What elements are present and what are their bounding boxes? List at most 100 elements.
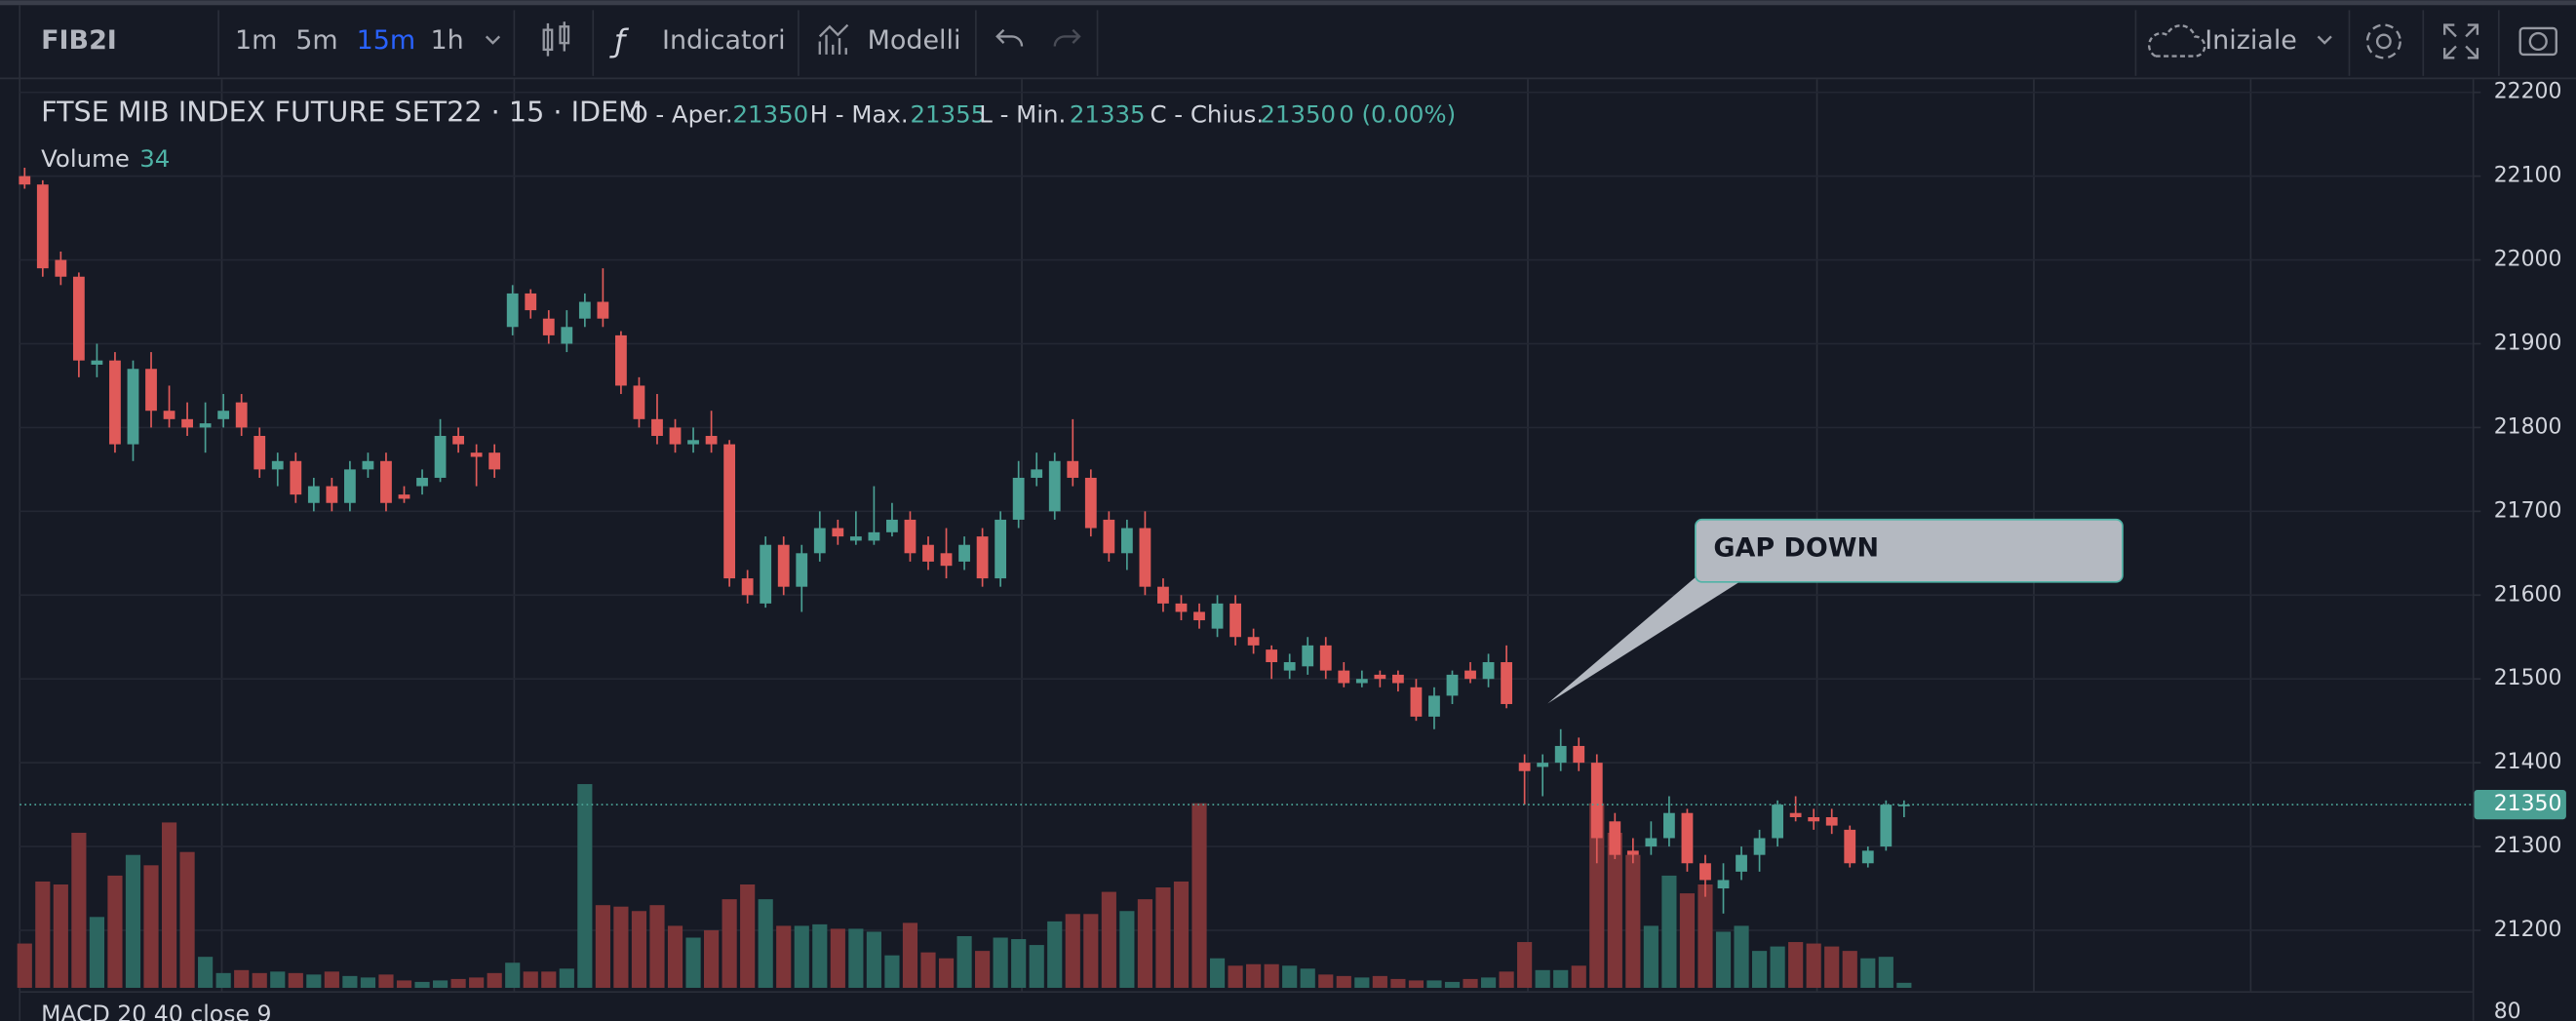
volume-bar bbox=[215, 972, 231, 988]
candle-body bbox=[506, 293, 519, 328]
redo-button[interactable] bbox=[1053, 28, 1081, 47]
candle-body bbox=[976, 536, 989, 579]
volume-bar bbox=[1173, 881, 1190, 988]
y-tick-label: 21900 bbox=[2494, 331, 2562, 355]
volume-bar bbox=[1354, 977, 1370, 988]
volume-bar bbox=[505, 962, 521, 988]
interval-dropdown[interactable] bbox=[485, 35, 501, 45]
candle-body bbox=[723, 444, 736, 579]
top-border bbox=[0, 0, 2576, 6]
volume-bar bbox=[360, 977, 376, 988]
candle-body bbox=[1681, 812, 1694, 864]
y-tick-label: 21700 bbox=[2494, 498, 2562, 523]
candle-body bbox=[452, 436, 464, 445]
candle-body bbox=[1084, 477, 1097, 529]
last-price-badge bbox=[2474, 789, 2566, 820]
volume-bar bbox=[1336, 975, 1351, 988]
candle-body bbox=[1554, 745, 1567, 764]
volume-bar bbox=[902, 923, 918, 988]
layout-dropdown[interactable] bbox=[2317, 35, 2332, 45]
volume-bar bbox=[1806, 943, 1821, 988]
volume-bar bbox=[1047, 921, 1063, 988]
indicators-button[interactable]: Indicatori bbox=[662, 25, 786, 56]
symbol[interactable]: FIB2I bbox=[41, 25, 117, 56]
volume-bar bbox=[1155, 887, 1171, 988]
fx-icon[interactable]: ƒ bbox=[608, 22, 629, 59]
fullscreen-button[interactable] bbox=[2443, 23, 2479, 59]
volume-bar bbox=[794, 925, 809, 988]
interval-button[interactable]: 15m bbox=[357, 25, 416, 56]
volume-bar bbox=[830, 928, 845, 988]
candle-body bbox=[796, 553, 808, 587]
interval-button[interactable]: 1h bbox=[430, 25, 463, 56]
candle-body bbox=[886, 519, 898, 532]
layout-button[interactable]: Iniziale bbox=[2205, 25, 2297, 56]
cloud-icon[interactable] bbox=[2147, 24, 2206, 58]
volume-bar bbox=[1589, 803, 1605, 988]
volume-bar bbox=[1463, 978, 1478, 988]
plot bbox=[17, 91, 2473, 988]
settings-button[interactable] bbox=[2365, 23, 2401, 59]
candle-body bbox=[1338, 670, 1350, 684]
legend-low-label: L - Min. bbox=[979, 99, 1066, 128]
interval-button[interactable]: 5m bbox=[295, 25, 337, 56]
candle-body bbox=[1699, 863, 1711, 881]
candle-body bbox=[561, 327, 573, 344]
volume-bar bbox=[1101, 891, 1116, 988]
volume-bar bbox=[920, 952, 936, 988]
legend-close-label: C - Chius. bbox=[1150, 99, 1264, 128]
candle-body bbox=[1772, 805, 1784, 839]
volume-bar bbox=[161, 822, 177, 988]
volume-bar bbox=[1191, 803, 1207, 988]
volume-bar bbox=[1770, 946, 1785, 988]
candle-body bbox=[1808, 816, 1820, 822]
y-tick-label: 21400 bbox=[2494, 750, 2562, 774]
callout-text: GAP DOWN bbox=[1713, 533, 1879, 564]
volume-bar bbox=[1065, 914, 1080, 988]
undo-button[interactable] bbox=[995, 28, 1024, 47]
volume-bar bbox=[1408, 980, 1425, 988]
volume-bar bbox=[1444, 981, 1461, 988]
candle-body bbox=[416, 477, 428, 487]
volume-bar bbox=[487, 972, 502, 988]
volume-bar bbox=[198, 957, 214, 988]
volume-bar bbox=[631, 911, 647, 988]
candle-body bbox=[1157, 586, 1169, 604]
volume-bar bbox=[270, 971, 286, 988]
candle-body bbox=[72, 276, 85, 361]
candle-body bbox=[1391, 674, 1404, 684]
candle-body bbox=[488, 452, 501, 470]
chart-type-button[interactable] bbox=[542, 21, 570, 57]
candle-body bbox=[326, 486, 338, 503]
volume-bar bbox=[1679, 893, 1696, 988]
candle-body bbox=[91, 360, 103, 365]
volume-bar bbox=[975, 951, 991, 988]
templates-icon[interactable] bbox=[818, 23, 849, 55]
candle-body bbox=[1537, 763, 1549, 767]
callout: GAP DOWN bbox=[1547, 518, 2124, 704]
volume-bar bbox=[53, 884, 68, 988]
volume-bar bbox=[740, 884, 756, 988]
legend-change: 0 (0.00%) bbox=[1339, 99, 1456, 128]
volume-bar bbox=[17, 943, 32, 988]
candle-body bbox=[19, 176, 31, 185]
volume-bar bbox=[450, 978, 466, 988]
candle-body bbox=[1844, 829, 1856, 864]
snapshot-button[interactable] bbox=[2518, 26, 2557, 57]
volume-bar bbox=[667, 925, 683, 988]
candle-body bbox=[362, 460, 374, 470]
templates-button[interactable]: Modelli bbox=[868, 25, 961, 56]
candle-body bbox=[1573, 745, 1585, 764]
candle-body bbox=[777, 544, 790, 587]
interval-button[interactable]: 1m bbox=[235, 25, 277, 56]
volume-bar bbox=[1517, 942, 1533, 988]
candle-body bbox=[1880, 805, 1893, 847]
candle-body bbox=[651, 418, 663, 437]
volume-bar bbox=[125, 854, 141, 988]
candle-body bbox=[1861, 850, 1874, 864]
candle-body bbox=[633, 385, 645, 419]
volume-bar bbox=[1390, 978, 1406, 988]
volume-bar bbox=[938, 958, 955, 988]
y-tick-label: 21600 bbox=[2494, 582, 2562, 607]
